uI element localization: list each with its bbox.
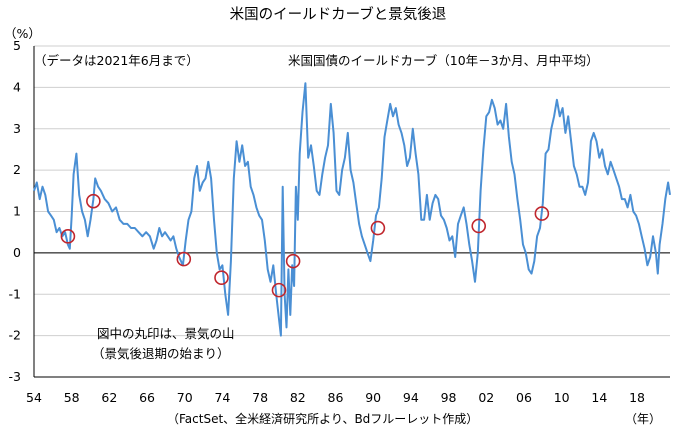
- x-tick-label: 14: [591, 390, 607, 405]
- circle-note-line1: 図中の丸印は、景気の山: [97, 326, 235, 341]
- y-axis-unit: （%）: [4, 26, 41, 41]
- x-tick-label: 98: [441, 390, 457, 405]
- x-tick-label: 78: [252, 390, 268, 405]
- y-tick-label: 0: [13, 245, 21, 260]
- recession-marker-circle: [176, 251, 192, 267]
- y-tick-label: -3: [9, 369, 21, 384]
- recession-marker-circle: [370, 220, 386, 236]
- x-tick-label: 54: [26, 390, 42, 405]
- recession-marker-circle: [271, 282, 287, 298]
- recession-marker-circle: [214, 270, 229, 286]
- x-tick-label: 10: [554, 390, 570, 405]
- y-tick-label: 2: [13, 162, 21, 177]
- axes: [33, 46, 670, 378]
- recession-marker-circle: [60, 229, 76, 244]
- source-note: （FactSet、全米経済研究所より、Bdフルーレット作成）: [167, 411, 478, 426]
- x-tick-label: 90: [365, 390, 381, 405]
- x-tick-label: 02: [478, 390, 494, 405]
- series-line-0: [33, 82, 671, 337]
- x-tick-label: 82: [290, 390, 306, 405]
- period-note: （データは2021年6月まで）: [34, 53, 199, 68]
- recession-marker-circle: [534, 206, 550, 221]
- recession-marker-circle: [86, 193, 101, 209]
- recession-marker-circle: [471, 218, 487, 234]
- y-tick-label: 3: [13, 121, 21, 136]
- y-tick-label: -1: [9, 286, 21, 301]
- recession-marker-circle: [285, 253, 301, 269]
- x-axis-unit: （年）: [625, 412, 661, 426]
- x-tick-label: 18: [629, 390, 645, 405]
- chart-title: 米国のイールドカーブと景気後退: [230, 5, 447, 23]
- y-tick-label: 1: [13, 204, 21, 219]
- y-tick-label: -2: [9, 328, 21, 343]
- x-tick-label: 62: [101, 390, 117, 405]
- x-tick-label: 86: [328, 390, 344, 405]
- series-layer: [33, 82, 671, 337]
- legend-series-label: 米国国債のイールドカーブ（10年－3か月、月中平均）: [288, 53, 599, 68]
- circle-note-line2: （景気後退期の始まり）: [92, 346, 230, 361]
- recession-markers: [60, 193, 550, 298]
- x-tick-label: 94: [403, 390, 419, 405]
- x-tick-label: 58: [64, 390, 80, 405]
- x-tick-label: 66: [139, 390, 155, 405]
- x-tick-label: 70: [177, 390, 193, 405]
- y-tick-label: 4: [13, 79, 21, 94]
- x-tick-label: 74: [214, 390, 230, 405]
- x-tick-label: 06: [516, 390, 532, 405]
- y-tick-label: 5: [13, 38, 21, 53]
- tick-labels: -3 -2 -1 0 1 2 3 4 5 54 58 62 66 70 74 78 82 86 90 94 98 02 06…: [9, 38, 645, 405]
